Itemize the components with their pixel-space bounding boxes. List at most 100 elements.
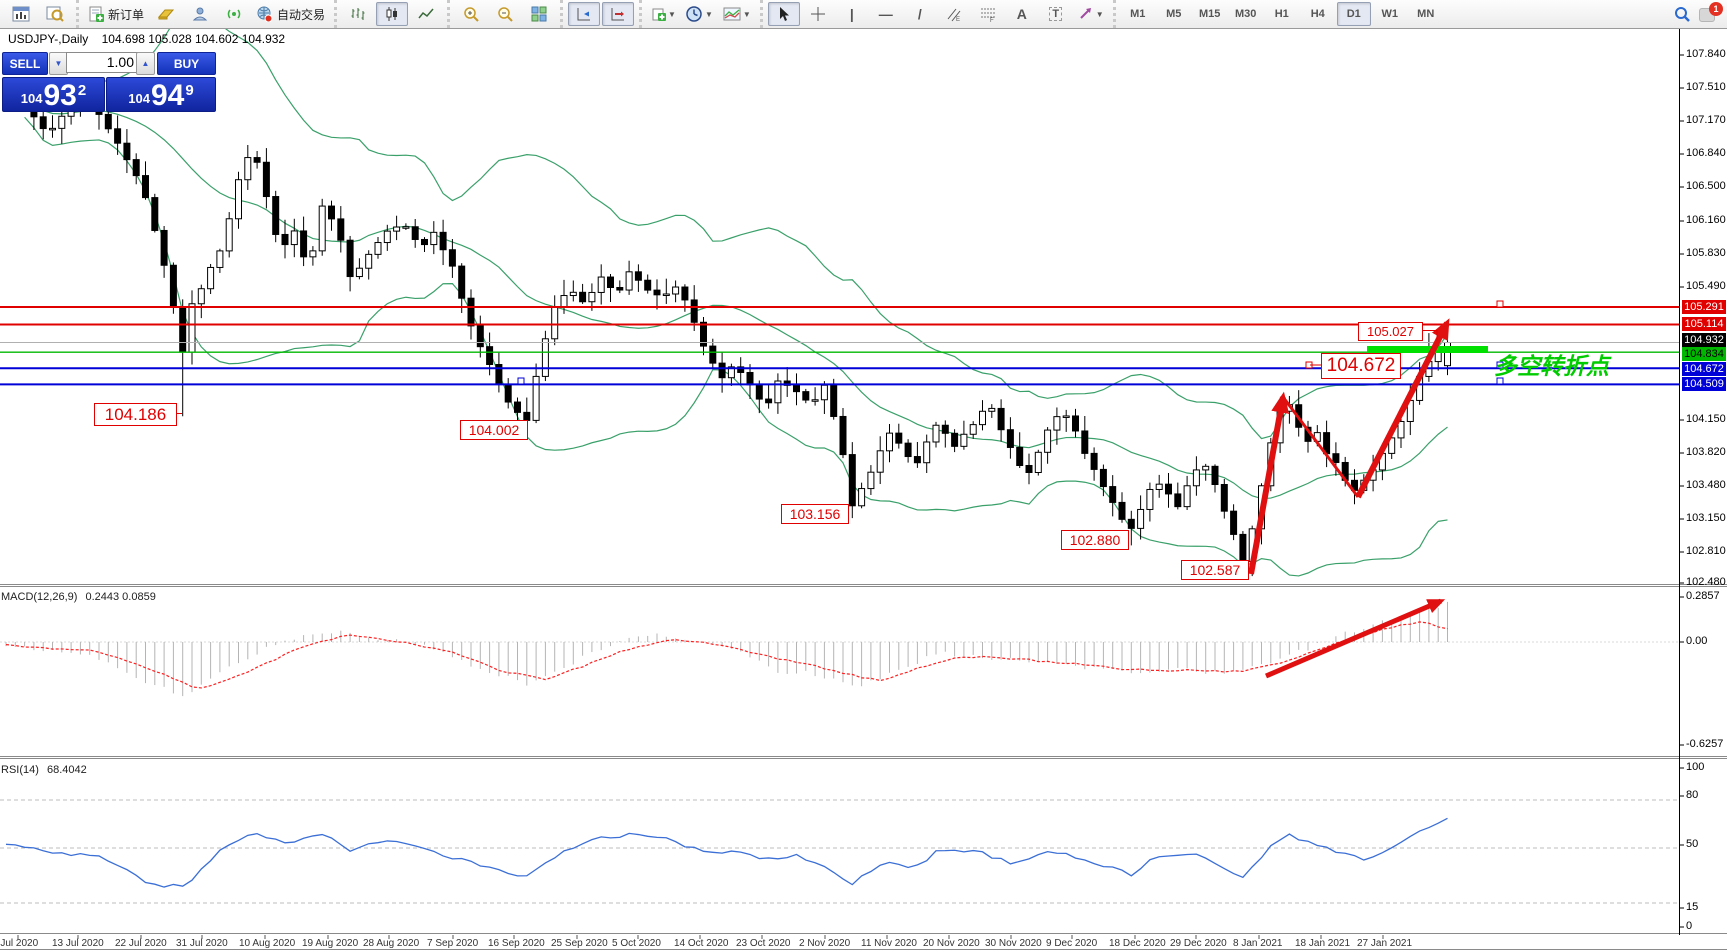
date-axis-label: 18 Jan 2021 — [1295, 938, 1351, 949]
timeframe-w1[interactable]: W1 — [1381, 8, 1398, 20]
buy-button[interactable]: BUY — [157, 52, 216, 75]
indicators-add-button[interactable]: ▼ — [647, 2, 680, 26]
auto-scroll-button[interactable] — [568, 2, 601, 26]
sell-price-big: 93 — [43, 79, 77, 112]
price-tag: 105.291 — [1682, 300, 1726, 314]
timeframe-m15[interactable]: M15 — [1199, 8, 1221, 20]
arrows-tool-button[interactable]: ▼ — [1074, 2, 1108, 26]
new-order-button[interactable]: 新订单 — [84, 2, 148, 26]
chart-zoom-window-icon[interactable] — [39, 2, 71, 26]
chevron-down-icon: ▼ — [742, 9, 751, 19]
date-axis-label: 29 Dec 2020 — [1170, 938, 1227, 949]
rsi-axis-tick: 100 — [1686, 761, 1705, 773]
price-axis-tick: 103.820 — [1686, 446, 1726, 458]
chart-shift-button[interactable] — [602, 2, 635, 26]
periods-clock-button[interactable]: ▼ — [682, 2, 717, 26]
trend-arrow[interactable] — [1248, 391, 1290, 575]
date-axis-label: 20 Nov 2020 — [923, 938, 980, 949]
date-axis-label: 27 Jan 2021 — [1357, 938, 1413, 949]
vertical-line-tool-button[interactable]: | — [849, 6, 854, 22]
timeframe-group: M1 M5 M15 M30 H1 H4 D1 W1 MN — [1112, 0, 1448, 28]
bar-chart-type-button[interactable] — [342, 2, 374, 26]
trend-arrow[interactable] — [1355, 318, 1450, 499]
sell-button[interactable]: SELL — [2, 52, 48, 75]
chart-annotation-text[interactable]: 多空转折点 — [1494, 353, 1609, 379]
rsi-pane — [0, 799, 1679, 904]
price-tag: 105.114 — [1682, 317, 1726, 331]
macd-name: MACD(12,26,9) — [1, 591, 78, 603]
date-axis-label: 22 Jul 2020 — [115, 938, 167, 949]
date-axis-label: 28 Aug 2020 — [363, 938, 420, 949]
buy-price-prefix: 104 — [128, 91, 150, 106]
date-axis-label: 7 Sep 2020 — [427, 938, 479, 949]
cursor-tool-button[interactable] — [767, 2, 800, 26]
price-callout-label[interactable]: 104.672 — [1321, 353, 1401, 379]
timeframe-mn[interactable]: MN — [1417, 8, 1435, 20]
rsi-axis-tick: 50 — [1686, 838, 1699, 850]
price-callout-label[interactable]: 104.186 — [94, 403, 177, 426]
tile-windows-button[interactable] — [523, 2, 555, 26]
chart-profile-button[interactable]: ▼ — [719, 2, 755, 26]
trend-arrow[interactable] — [1281, 396, 1360, 498]
price-callout-label[interactable]: 104.002 — [460, 420, 528, 440]
price-callout-label[interactable]: 102.587 — [1181, 560, 1249, 580]
price-tag: 104.834 — [1682, 347, 1726, 361]
price-axis-tick: 103.480 — [1686, 479, 1726, 491]
date-axis-label: 5 Oct 2020 — [612, 938, 661, 949]
timeframe-m5[interactable]: M5 — [1166, 8, 1182, 20]
price-callout-label[interactable]: 102.880 — [1061, 530, 1129, 550]
market-watch-icon[interactable] — [150, 2, 182, 26]
text-label-tool-button[interactable]: T — [1040, 2, 1072, 26]
chart-window-icon[interactable] — [5, 2, 37, 26]
sell-price-box[interactable]: 104 93 2 — [2, 77, 105, 112]
volume-up-stepper[interactable]: ▲ — [136, 52, 155, 75]
search-icon[interactable] — [1666, 2, 1698, 26]
zoom-out-button[interactable] — [489, 2, 521, 26]
notification-badge: 1 — [1709, 2, 1723, 16]
timeframe-h4[interactable]: H4 — [1310, 8, 1325, 20]
timeframe-m30[interactable]: M30 — [1235, 8, 1257, 20]
price-axis-tick: 104.150 — [1686, 413, 1726, 425]
auto-trading-button[interactable]: 自动交易 — [252, 2, 329, 26]
object-handle[interactable] — [1496, 377, 1504, 385]
signals-icon[interactable] — [218, 2, 250, 26]
object-handle[interactable] — [1496, 300, 1504, 308]
timeframe-h1[interactable]: H1 — [1274, 8, 1289, 20]
chart-title: USDJPY-,Daily 104.698 105.028 104.602 10… — [8, 32, 285, 46]
object-handle[interactable] — [1496, 361, 1504, 369]
notifications-icon[interactable]: 1 — [1699, 2, 1723, 24]
price-callout-label[interactable]: 103.156 — [781, 504, 849, 524]
price-axis-tick: 106.840 — [1686, 147, 1726, 159]
zoom-in-button[interactable] — [455, 2, 487, 26]
support-highlight-bar[interactable] — [1367, 346, 1488, 353]
buy-price-box[interactable]: 104 94 9 — [106, 77, 216, 112]
crosshair-tool-button[interactable] — [802, 2, 834, 26]
channel-tool-button[interactable]: E — [938, 2, 970, 26]
date-axis-label: 14 Oct 2020 — [674, 938, 729, 949]
horizontal-line-tool-button[interactable]: — — [878, 6, 893, 22]
timeframe-m1[interactable]: M1 — [1130, 8, 1146, 20]
trendline-tool-button[interactable]: / — [917, 6, 922, 22]
community-icon[interactable] — [184, 2, 216, 26]
fibonacci-tool-button[interactable]: F — [972, 2, 1004, 26]
date-axis-label: 30 Nov 2020 — [985, 938, 1042, 949]
macd-trend-arrow[interactable] — [1265, 598, 1446, 679]
rsi-value: 68.4042 — [46, 764, 87, 776]
auto-trading-label: 自动交易 — [277, 7, 326, 22]
text-tool-button[interactable]: A — [1016, 6, 1027, 22]
rsi-axis-tick: 0 — [1686, 920, 1693, 932]
price-axis-tick: 105.490 — [1686, 280, 1726, 292]
date-axis-label: 8 Jan 2021 — [1233, 938, 1283, 949]
line-chart-type-button[interactable] — [410, 2, 442, 26]
volume-input[interactable]: 1.00 — [66, 52, 141, 73]
buy-price-big: 94 — [150, 79, 185, 112]
timeframe-d1[interactable]: D1 — [1336, 2, 1371, 26]
price-axis-tick: 105.830 — [1686, 247, 1726, 259]
chevron-down-icon: ▼ — [668, 9, 676, 19]
date-axis-label: 11 Nov 2020 — [861, 938, 917, 949]
object-handle[interactable] — [517, 377, 525, 385]
price-callout-label[interactable]: 105.027 — [1358, 322, 1423, 341]
candlestick-chart-type-button[interactable] — [376, 2, 409, 26]
